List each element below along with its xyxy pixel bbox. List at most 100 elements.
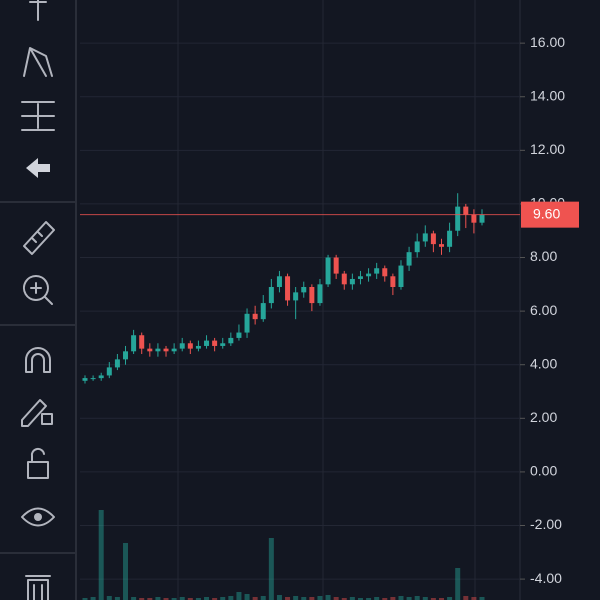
candle-body: [422, 233, 428, 242]
volume-bar: [447, 597, 453, 600]
volume-bar: [285, 597, 291, 600]
volume-bar: [309, 597, 315, 600]
y-tick-label: -4.00: [530, 570, 562, 586]
y-tick-label: 14.00: [530, 87, 565, 103]
volume-bar: [341, 598, 347, 600]
y-tick-label: 16.00: [530, 34, 565, 50]
volume-bar: [398, 596, 404, 600]
volume-bar: [382, 598, 388, 600]
last-price-box: [521, 201, 579, 228]
text-tool[interactable]: [29, 0, 47, 21]
candle-body: [398, 265, 404, 288]
candle-body: [301, 287, 307, 293]
visibility-tool[interactable]: [21, 507, 55, 527]
candle-body: [268, 287, 274, 304]
volume-bar: [244, 594, 250, 600]
candle-body: [285, 276, 291, 301]
volume-bar: [349, 597, 355, 600]
volume-bar: [325, 595, 331, 600]
candle-body: [471, 214, 477, 223]
volume-bar: [301, 597, 307, 600]
ruler-tool[interactable]: [23, 221, 55, 255]
lock-drawing-tool[interactable]: [21, 399, 53, 427]
candle-body: [252, 313, 258, 320]
volume-bar: [333, 597, 339, 600]
candle-body: [333, 257, 339, 274]
candle-body: [341, 273, 347, 285]
candle-body: [90, 378, 96, 380]
volume-bar: [171, 598, 177, 600]
candle-body: [179, 343, 185, 349]
volume-bar: [455, 568, 461, 600]
candle-body: [236, 332, 242, 338]
candle-body: [406, 252, 412, 266]
candle-body: [455, 206, 461, 231]
candle-body: [220, 343, 226, 346]
volume-bar: [317, 596, 323, 600]
volume-bar: [212, 598, 218, 600]
candle-body: [293, 292, 299, 301]
volume-bar: [366, 598, 372, 600]
y-tick-label: 0.00: [530, 463, 557, 479]
magnet-tool[interactable]: [25, 347, 51, 373]
eye-pupil: [34, 513, 42, 521]
volume-bar: [179, 597, 185, 600]
candle-body: [155, 348, 161, 352]
volume-bar: [414, 596, 420, 600]
volume-bar: [406, 597, 412, 600]
volume-bar: [147, 598, 153, 600]
volume-bar: [430, 598, 436, 600]
last-price-label: 9.60: [533, 205, 560, 221]
volume-bar: [357, 598, 363, 600]
volume-bar: [204, 597, 210, 600]
candle-body: [374, 268, 380, 274]
candle-body: [382, 268, 388, 277]
candle-body: [414, 241, 420, 253]
volume-bar: [163, 598, 169, 600]
pattern-tool[interactable]: [23, 47, 53, 77]
candle-body: [195, 345, 201, 349]
volume-bar: [114, 597, 120, 600]
measure-tool[interactable]: [21, 101, 55, 131]
candle-body: [147, 348, 153, 352]
candle-body: [228, 337, 234, 344]
volume-bar: [220, 597, 226, 600]
candle-body: [325, 257, 331, 285]
volume-bar: [98, 510, 104, 600]
candle-body: [276, 276, 282, 288]
candle-body: [479, 214, 485, 223]
trash-tool[interactable]: [25, 575, 51, 600]
candle-body: [447, 230, 453, 247]
volume-bar: [276, 595, 282, 600]
candle-body: [366, 273, 372, 277]
toolbar: [0, 0, 77, 600]
volume-bar: [90, 597, 96, 600]
volume-bar: [260, 596, 266, 600]
y-tick-label: 4.00: [530, 355, 557, 371]
unlock-tool[interactable]: [27, 447, 49, 479]
candle-body: [212, 340, 218, 346]
zoom-tool[interactable]: [22, 275, 53, 305]
volume-bar: [139, 598, 145, 600]
volume-bar: [374, 597, 380, 600]
volume-bar: [390, 597, 396, 600]
candle-body: [438, 244, 444, 247]
candle-body: [82, 378, 88, 381]
candle-body: [114, 359, 120, 368]
candle-body: [309, 287, 315, 304]
back-arrow[interactable]: [26, 158, 50, 178]
volume-bar: [252, 597, 258, 600]
candle-body: [349, 278, 355, 285]
volume-bar: [123, 543, 129, 600]
candle-body: [317, 284, 323, 304]
volume-bar: [463, 596, 469, 600]
y-tick-label: 6.00: [530, 302, 557, 318]
volume-bar: [131, 597, 137, 600]
candle-body: [98, 375, 104, 379]
candle-body: [204, 340, 210, 346]
candle-body: [187, 343, 193, 349]
volume-bar: [236, 592, 242, 600]
candle-body: [139, 335, 145, 349]
